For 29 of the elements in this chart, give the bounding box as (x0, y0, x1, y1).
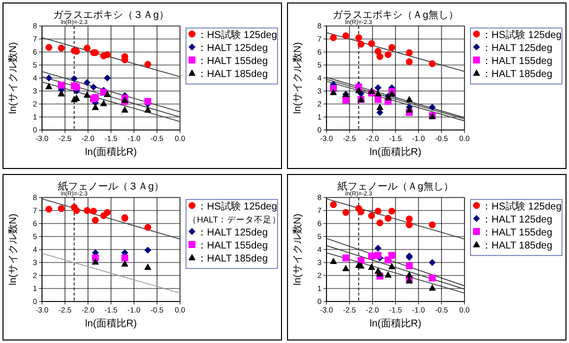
x-axis-title: ln(面積比R) (85, 146, 137, 158)
legend-label: ：HALT 155deg (482, 228, 552, 238)
legend-label: ：HALT 155deg (482, 56, 552, 67)
x-axis-title: ln(面積比R) (370, 146, 422, 158)
legend-label: ：HALT 125deg (197, 228, 268, 238)
legend-label: ：HALT 125deg (197, 43, 268, 54)
legend-label: ：HALT 185deg (482, 69, 552, 80)
legend-label: ：HALT 185deg (197, 69, 268, 80)
text: （HALT：データ不足） (188, 214, 282, 224)
y-axis-title: ln(サイクル数N) (292, 214, 304, 286)
x-axis-title: ln(面積比R) (85, 318, 137, 330)
legend-label: ：HALT 155deg (197, 56, 268, 67)
legend-label: ：HS試験 125deg (197, 29, 278, 41)
legend-label: ：HS試験 125deg (482, 200, 562, 212)
legend-label: ：HALT 155deg (197, 240, 268, 252)
legend-label: ：HALT 185deg (482, 240, 552, 252)
legend-label: ：HS試験 125deg (197, 200, 278, 212)
y-axis-title: ln(サイクル数N) (8, 42, 19, 114)
chart-title: 紙フェノール（３Ａg） (58, 180, 164, 192)
legend-label: ：HS試験 125deg (482, 29, 562, 41)
chart-title: ガラスエポキシ（Ａg無し） (332, 9, 458, 21)
legend-label: ：HALT 125deg (482, 43, 552, 54)
chart-title: 紙フェノール（Ａg無し） (338, 180, 454, 192)
y-axis-title: ln(サイクル数N) (292, 42, 304, 114)
y-axis-title: ln(サイクル数N) (8, 214, 19, 286)
chart-title: ガラスエポキシ（３Ａg） (53, 10, 169, 21)
x-axis-title: ln(面積比R) (370, 318, 422, 330)
legend-label: ：HALT 185deg (197, 254, 268, 264)
legend-label: ：HALT 125deg (482, 214, 552, 226)
